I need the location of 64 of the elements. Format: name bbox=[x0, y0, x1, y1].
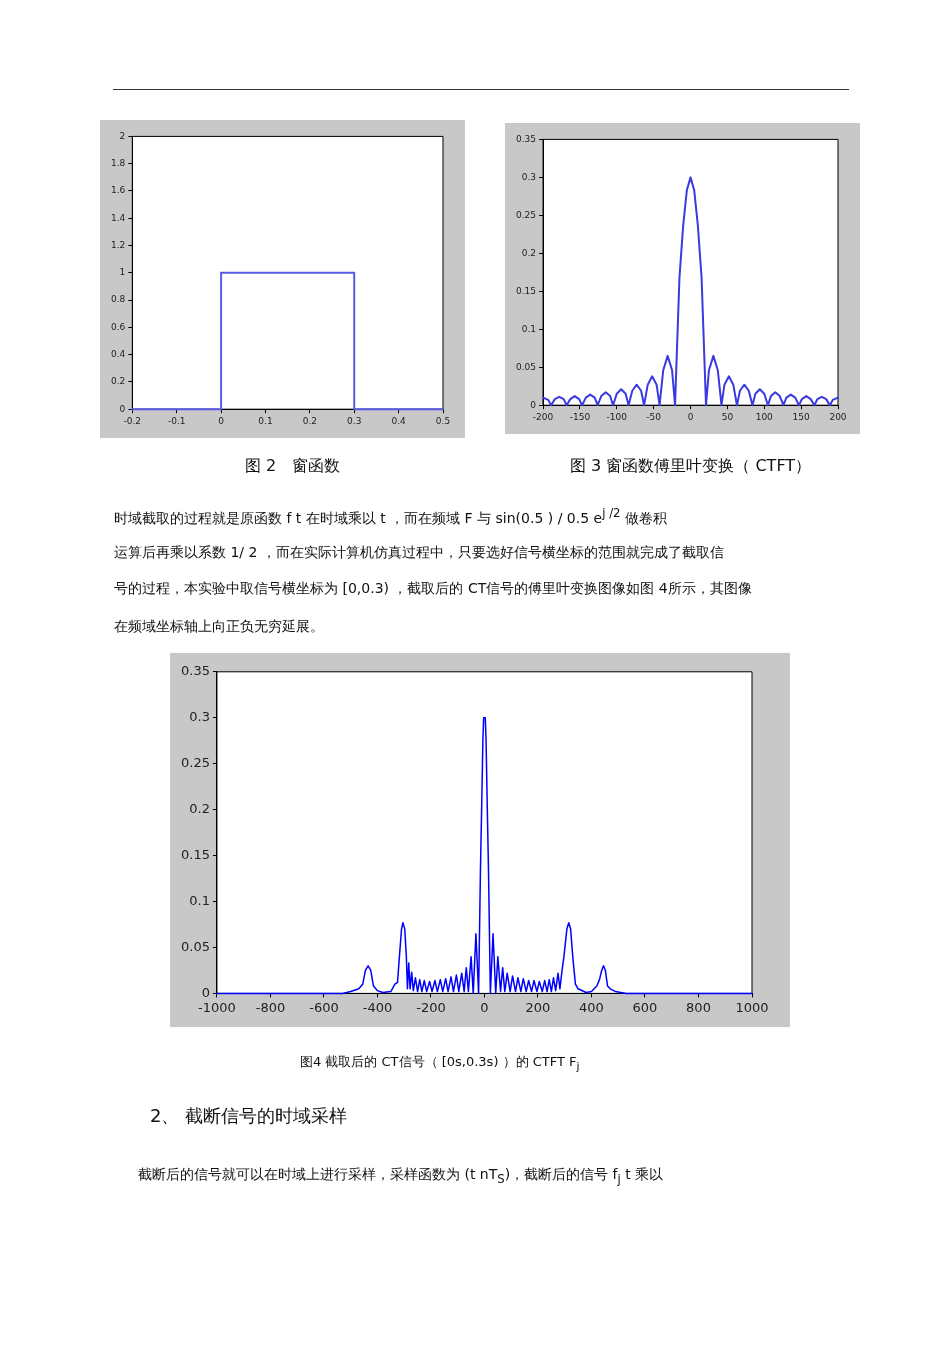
y-tick-label: 0.05 bbox=[515, 361, 537, 372]
x-tick-label: 50 bbox=[721, 411, 734, 422]
text: 运算后再乘以系数 1/ 2 ，而在实际计算机仿真过程中，只要选好信号横坐标的范围就完成了截取信 bbox=[114, 544, 724, 562]
text: 截断后的信号就可以在时域上进行采样，采样函数为 (t nT$_{S}$)，截断后的信号 f$_{j}$ t 乘以 bbox=[138, 1166, 664, 1186]
x-tick-label: 0 bbox=[480, 999, 489, 1015]
x-tick-label: 1000 bbox=[735, 999, 769, 1015]
x-tick-label: -100 bbox=[606, 411, 628, 422]
x-tick-label: 200 bbox=[525, 999, 551, 1015]
x-tick-label: -200 bbox=[532, 411, 554, 422]
y-tick-label: 0.1 bbox=[189, 892, 210, 908]
y-tick-label: 0.2 bbox=[189, 801, 210, 816]
x-tick-label: 400 bbox=[579, 999, 604, 1015]
y-tick-label: 0.15 bbox=[515, 285, 537, 296]
y-tick-label: 0 bbox=[119, 403, 126, 414]
y-tick-label: 0.3 bbox=[189, 709, 210, 725]
x-tick-label: 0.3 bbox=[347, 415, 362, 426]
text: 2、 截断信号的时域采样 bbox=[150, 1104, 348, 1128]
y-tick-label: 0.25 bbox=[180, 755, 210, 771]
y-tick-label: 1.2 bbox=[110, 239, 126, 250]
y-tick-label: 0.2 bbox=[110, 376, 126, 387]
text: 在频域坐标轴上向正负无穷延展。 bbox=[114, 618, 324, 636]
x-tick-label: -400 bbox=[362, 999, 393, 1015]
y-tick-label: 0.25 bbox=[515, 209, 537, 220]
y-tick-label: 1.6 bbox=[110, 185, 126, 196]
y-tick-label: 0.6 bbox=[110, 321, 126, 332]
x-tick-label: 800 bbox=[686, 999, 711, 1015]
y-tick-label: 0.35 bbox=[515, 133, 537, 144]
text: 图 2 窗函数 bbox=[245, 456, 341, 477]
x-tick-label: 0.2 bbox=[302, 415, 318, 426]
x-tick-label: 0.5 bbox=[435, 415, 451, 426]
y-tick-label: 0.15 bbox=[180, 846, 210, 862]
y-tick-label: 1.4 bbox=[110, 212, 126, 223]
y-tick-label: 0.2 bbox=[521, 247, 537, 258]
x-tick-label: -800 bbox=[255, 999, 286, 1015]
y-tick-label: 2 bbox=[119, 130, 126, 141]
y-tick-label: 0.8 bbox=[110, 294, 126, 305]
y-tick-label: 0.3 bbox=[521, 171, 537, 182]
x-tick-label: 200 bbox=[829, 411, 847, 422]
text: 时域截取的过程就是原函数 f t 在时域乘以 t ，而在频域 F 与 sin(0.5 ) / 0.5 e$^{j /2}$ 做卷积 bbox=[114, 506, 667, 528]
x-tick-label: -150 bbox=[569, 411, 591, 422]
x-tick-label: 150 bbox=[792, 411, 810, 422]
x-tick-label: 100 bbox=[755, 411, 774, 422]
x-tick-label: -600 bbox=[309, 999, 339, 1015]
y-tick-label: 1.8 bbox=[110, 158, 126, 169]
x-tick-label: -0.1 bbox=[167, 415, 186, 426]
y-tick-label: 0.1 bbox=[521, 323, 537, 334]
x-tick-label: 600 bbox=[632, 999, 658, 1015]
x-tick-label: 0.4 bbox=[391, 415, 407, 426]
y-tick-label: 1 bbox=[119, 267, 126, 278]
y-tick-label: 0.05 bbox=[180, 938, 210, 954]
x-tick-label: -0.2 bbox=[123, 415, 142, 426]
y-tick-label: 0 bbox=[201, 984, 210, 1000]
x-tick-label: -200 bbox=[416, 999, 446, 1015]
y-tick-label: 0.4 bbox=[110, 348, 126, 359]
x-tick-label: -50 bbox=[646, 411, 662, 422]
y-tick-label: 0 bbox=[530, 399, 537, 410]
text: 图 3 窗函数傅里叶变换（ CTFT） bbox=[570, 456, 812, 477]
x-tick-label: 0 bbox=[687, 411, 694, 422]
x-tick-label: 0.1 bbox=[258, 415, 273, 426]
x-tick-label: -1000 bbox=[198, 999, 236, 1015]
text: 号的过程，本实验中取信号横坐标为 [0,0.3) ，截取后的 CT信号的傅里叶变换图像如图 4所示，其图像 bbox=[114, 580, 752, 598]
y-tick-label: 0.35 bbox=[180, 663, 210, 679]
x-tick-label: 0 bbox=[218, 415, 225, 426]
text: 图4 截取后的 CT信号（ [0s,0.3s) ）的 CTFT F$_{j}$ bbox=[300, 1053, 580, 1073]
